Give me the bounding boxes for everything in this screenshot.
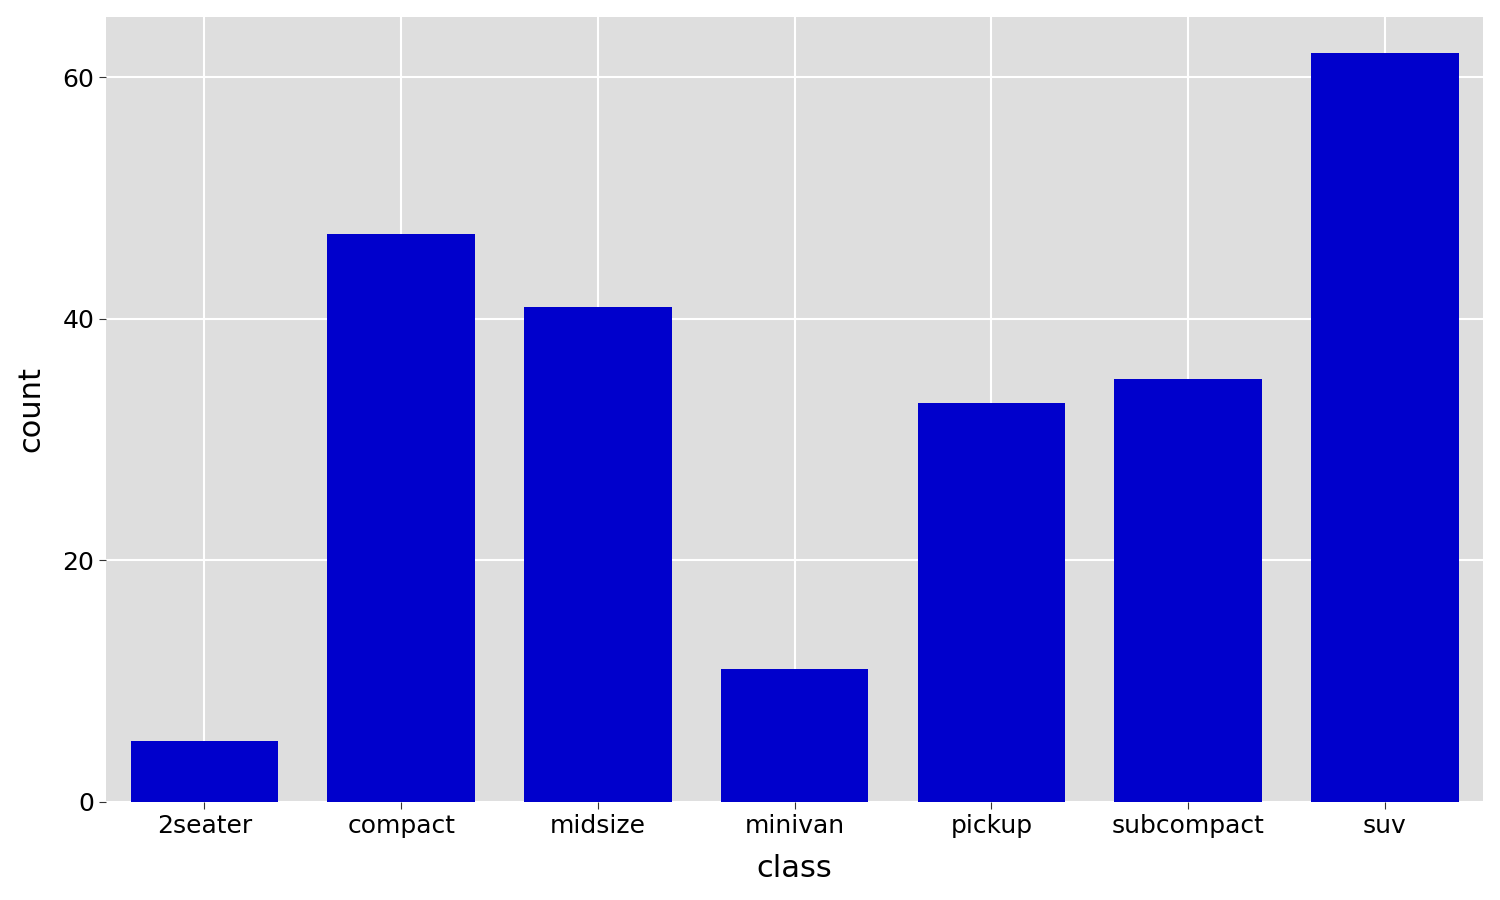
Bar [918, 403, 1065, 802]
Bar [130, 742, 278, 802]
Bar [524, 307, 672, 802]
Y-axis label: count: count [16, 366, 45, 453]
Bar [1114, 379, 1262, 802]
Bar [722, 669, 868, 802]
Bar [327, 234, 476, 802]
Bar [1311, 53, 1458, 802]
X-axis label: class: class [758, 854, 833, 883]
